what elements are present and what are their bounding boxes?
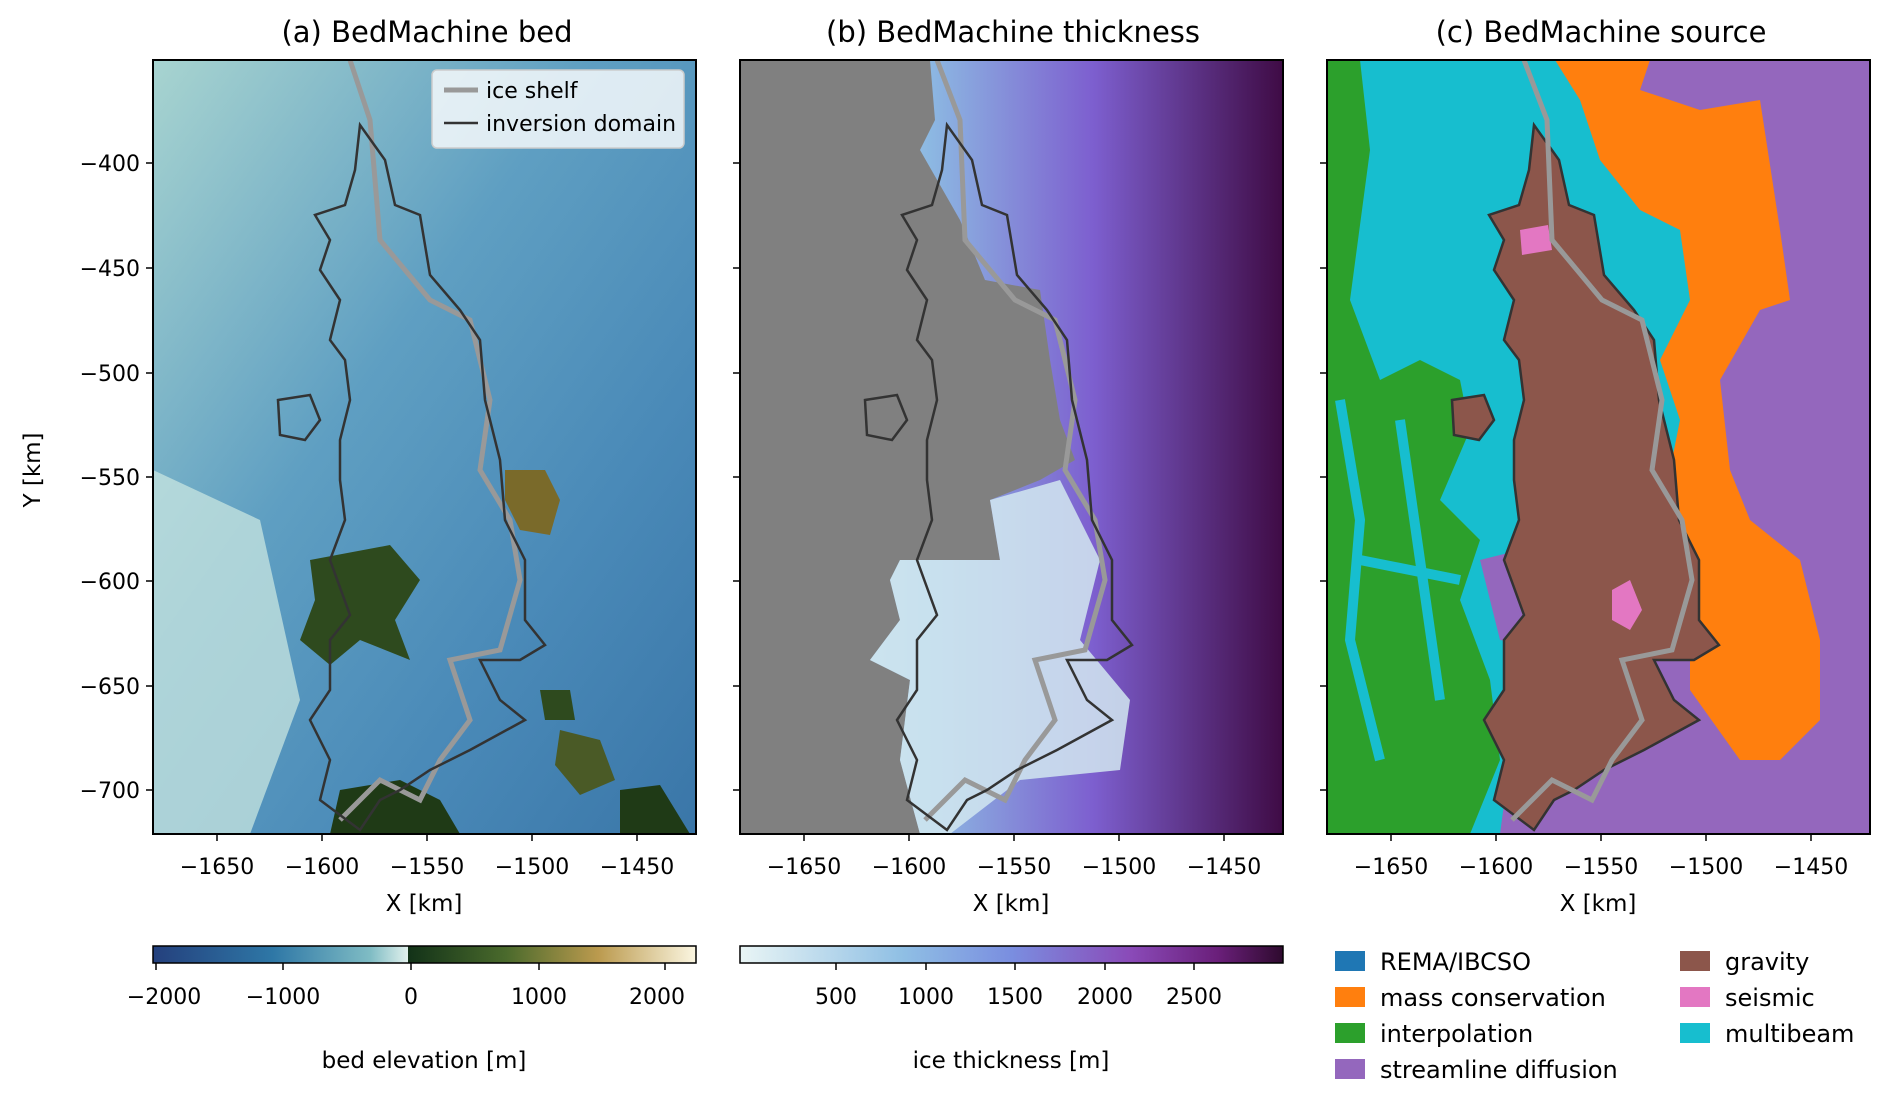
bed-inversion-domain-island (276, 393, 322, 442)
source-ice-shelf-outline (1510, 59, 1695, 822)
rema-ibcso-swatch (1335, 951, 1365, 971)
x-tick-label: −1650 (1354, 855, 1428, 880)
panel-b-x-axis-label: X [km] (973, 891, 1050, 917)
source-mass-conservation-region (1555, 60, 1820, 760)
ice-shelf-legend-label: ice shelf (486, 79, 579, 104)
x-tick-label: −1450 (1187, 855, 1261, 880)
bed-colorbar-tick: 2000 (629, 985, 685, 1010)
panel-a-y-axis-label: Y [km] (20, 432, 46, 508)
thickness-inversion-domain-island (863, 393, 909, 442)
panel-b-title: (b) BedMachine thickness (826, 15, 1200, 49)
x-tick-label: −1500 (495, 855, 569, 880)
bed-colorbar-tick: −2000 (127, 985, 201, 1010)
bed-rock-outcrop-2 (505, 470, 560, 535)
panel-c: (c) BedMachine source (1320, 15, 1871, 1084)
x-tick-label: −1600 (872, 855, 946, 880)
interpolation-label: interpolation (1380, 1020, 1533, 1048)
panel-c-x-axis-label: X [km] (1560, 891, 1637, 917)
thickness-colorbar-bar (739, 945, 1284, 964)
y-tick-label: −600 (80, 570, 140, 595)
y-tick-label: −700 (80, 779, 140, 804)
y-tick-label: −400 (80, 152, 140, 177)
x-tick-label: −1450 (1774, 855, 1848, 880)
mass-conservation-label: mass conservation (1380, 984, 1606, 1012)
bed-colorbar-tick: 0 (404, 985, 418, 1010)
source-multibeam-channels (1335, 399, 1461, 762)
seismic-swatch (1680, 987, 1710, 1007)
panel-b-frame (739, 59, 1284, 835)
thickness-colorbar-tick: 1000 (898, 985, 954, 1010)
panel-a-legend: ice shelf inversion domain (431, 69, 685, 149)
panel-b-y-axis (733, 162, 740, 791)
source-seismic-patch-1 (1520, 225, 1552, 255)
x-tick-label: −1650 (180, 855, 254, 880)
bed-rock-outcrop-3 (330, 780, 460, 834)
multibeam-label: multibeam (1725, 1020, 1854, 1048)
y-tick-label: −550 (80, 466, 140, 491)
bed-rock-outcrop-4 (555, 730, 615, 795)
panel-a-x-axis-label: X [km] (386, 891, 463, 917)
panel-a-x-axis (216, 834, 638, 841)
interpolation-swatch (1335, 1023, 1365, 1043)
bed-colorbar-label: bed elevation [m] (322, 1048, 527, 1074)
thickness-colorbar-tick: 2000 (1077, 985, 1133, 1010)
thickness-colorbar: 500 1000 1500 2000 2500 ice thickness [m… (739, 945, 1284, 1074)
source-legend: REMA/IBCSO mass conservation interpolati… (1335, 948, 1854, 1084)
thickness-colorbar-label: ice thickness [m] (913, 1048, 1110, 1074)
x-tick-label: −1500 (1669, 855, 1743, 880)
gravity-label: gravity (1725, 948, 1809, 976)
panel-c-y-axis (1320, 162, 1327, 791)
bed-colorbar-tick: −1000 (246, 985, 320, 1010)
x-tick-label: −1600 (285, 855, 359, 880)
source-seismic-patch-2 (1612, 580, 1642, 630)
bed-colorbar-bar (152, 945, 697, 964)
multibeam-swatch (1680, 1023, 1710, 1043)
panel-a-title: (a) BedMachine bed (281, 15, 572, 49)
seismic-label: seismic (1725, 984, 1815, 1012)
bed-colorbar: −2000 −1000 0 1000 2000 bed elevation [m… (127, 945, 697, 1074)
gravity-swatch (1680, 951, 1710, 971)
x-tick-label: −1550 (977, 855, 1051, 880)
source-gravity-island (1450, 393, 1496, 442)
thickness-colorbar-tick: 1500 (987, 985, 1043, 1010)
bed-rock-outcrop-6 (540, 690, 575, 720)
x-tick-label: −1500 (1082, 855, 1156, 880)
source-interpolation-region (1327, 60, 1500, 834)
legend-box (431, 69, 685, 149)
bed-light-west (153, 470, 300, 834)
y-tick-label: −450 (80, 257, 140, 282)
panel-b: (b) BedMachine thickness −1650 −1600 (733, 15, 1284, 1074)
thickness-no-ice-region (740, 60, 1075, 834)
x-tick-label: −1550 (390, 855, 464, 880)
panel-c-x-axis (1390, 834, 1812, 841)
thickness-colorbar-tick: 500 (815, 985, 857, 1010)
bed-rock-outcrop-1 (300, 545, 420, 665)
streamline-diffusion-swatch (1335, 1059, 1365, 1079)
panel-a-frame (152, 59, 697, 835)
x-tick-label: −1650 (767, 855, 841, 880)
y-tick-label: −500 (80, 362, 140, 387)
panel-a: (a) BedMachine bed ice shelf inversion d… (20, 15, 697, 1074)
bed-colorbar-tick: 1000 (511, 985, 567, 1010)
inversion-domain-legend-label: inversion domain (486, 112, 676, 137)
x-tick-label: −1600 (1459, 855, 1533, 880)
rema-ibcso-label: REMA/IBCSO (1380, 948, 1531, 976)
y-tick-label: −650 (80, 675, 140, 700)
bed-inversion-domain-outline (308, 121, 547, 832)
x-tick-label: −1550 (1564, 855, 1638, 880)
panel-c-frame (1326, 59, 1871, 835)
streamline-diffusion-label: streamline diffusion (1380, 1056, 1618, 1084)
panel-a-y-axis (146, 162, 153, 791)
x-tick-label: −1450 (600, 855, 674, 880)
thickness-colorbar-tick: 2500 (1166, 985, 1222, 1010)
bed-rock-outcrop-5 (620, 785, 690, 834)
thickness-ice-shelf-outline (923, 59, 1108, 822)
panel-c-title: (c) BedMachine source (1436, 15, 1767, 49)
panel-b-x-axis (803, 834, 1225, 841)
mass-conservation-swatch (1335, 987, 1365, 1007)
bed-ice-shelf-outline (338, 59, 523, 822)
thickness-inversion-domain-outline (895, 121, 1134, 832)
